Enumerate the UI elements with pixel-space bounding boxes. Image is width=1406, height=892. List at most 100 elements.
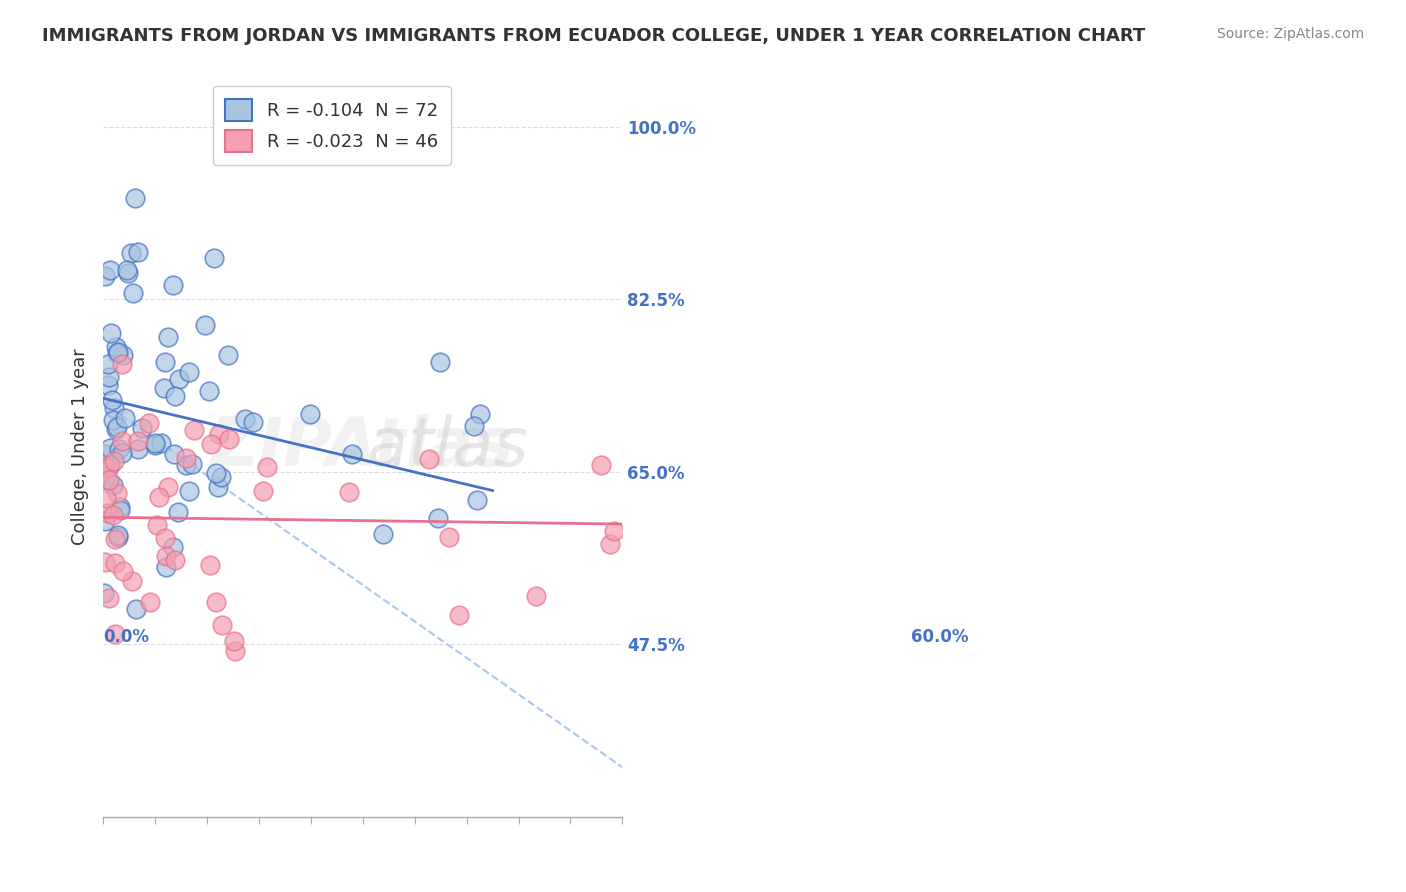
Point xyxy=(603,524,626,539)
Point xyxy=(205,595,228,609)
Point xyxy=(207,480,229,494)
Point xyxy=(183,423,205,437)
Point xyxy=(152,381,174,395)
Point xyxy=(447,607,470,622)
Point xyxy=(150,436,173,450)
Text: atlas: atlas xyxy=(198,414,527,480)
Point xyxy=(252,484,274,499)
Point xyxy=(100,326,122,340)
Point xyxy=(120,246,142,260)
Point xyxy=(156,330,179,344)
Point xyxy=(163,552,186,566)
Point xyxy=(439,530,461,544)
Point xyxy=(98,473,121,487)
Text: 60.0%: 60.0% xyxy=(911,628,969,646)
Point xyxy=(242,415,264,429)
Point xyxy=(104,556,127,570)
Point xyxy=(167,504,190,518)
Point xyxy=(256,459,278,474)
Point xyxy=(180,457,202,471)
Point xyxy=(103,453,125,467)
Point xyxy=(105,419,128,434)
Point xyxy=(337,484,360,499)
Point xyxy=(108,500,131,514)
Point xyxy=(93,268,115,283)
Point xyxy=(157,480,180,494)
Point xyxy=(97,370,120,384)
Point xyxy=(122,286,145,301)
Point xyxy=(111,357,134,371)
Point xyxy=(209,469,232,483)
Point xyxy=(148,491,170,505)
Point xyxy=(94,491,117,505)
Point xyxy=(117,266,139,280)
Point xyxy=(105,339,128,353)
Point xyxy=(208,427,231,442)
Point xyxy=(465,493,488,508)
Point xyxy=(127,434,149,448)
Point xyxy=(94,447,117,461)
Point xyxy=(224,644,246,658)
Point xyxy=(426,511,449,525)
Point xyxy=(101,393,124,408)
Point xyxy=(202,252,225,266)
Point xyxy=(127,442,149,457)
Text: IMMIGRANTS FROM JORDAN VS IMMIGRANTS FROM ECUADOR COLLEGE, UNDER 1 YEAR CORRELAT: IMMIGRANTS FROM JORDAN VS IMMIGRANTS FRO… xyxy=(42,27,1146,45)
Point xyxy=(97,460,120,475)
Point xyxy=(127,245,149,260)
Point xyxy=(124,191,146,205)
Point xyxy=(198,558,221,572)
Point xyxy=(429,355,451,369)
Point xyxy=(93,514,115,528)
Point xyxy=(218,433,240,447)
Point xyxy=(197,384,219,399)
Point xyxy=(107,345,129,359)
Point xyxy=(418,451,440,466)
Point xyxy=(107,530,129,544)
Point xyxy=(104,533,127,547)
Point xyxy=(131,420,153,434)
Point xyxy=(371,527,394,541)
Point xyxy=(104,627,127,641)
Y-axis label: College, Under 1 year: College, Under 1 year xyxy=(72,349,89,545)
Point xyxy=(108,442,131,456)
Point xyxy=(107,528,129,542)
Point xyxy=(205,466,228,480)
Point xyxy=(111,434,134,448)
Point xyxy=(163,389,186,403)
Point xyxy=(97,506,120,520)
Text: ZIPAtlas: ZIPAtlas xyxy=(211,414,515,480)
Point xyxy=(105,346,128,360)
Point xyxy=(200,437,222,451)
Text: Source: ZipAtlas.com: Source: ZipAtlas.com xyxy=(1216,27,1364,41)
Point xyxy=(524,589,547,603)
Point xyxy=(146,518,169,533)
Point xyxy=(93,586,115,600)
Point xyxy=(101,508,124,523)
Point xyxy=(599,537,621,551)
Point xyxy=(143,436,166,450)
Point xyxy=(96,469,118,483)
Point xyxy=(177,365,200,379)
Point xyxy=(163,447,186,461)
Point xyxy=(97,378,120,392)
Point xyxy=(110,503,132,517)
Point xyxy=(340,447,363,461)
Point xyxy=(101,478,124,492)
Legend: R = -0.104  N = 72, R = -0.023  N = 46: R = -0.104 N = 72, R = -0.023 N = 46 xyxy=(212,87,450,165)
Point xyxy=(143,437,166,451)
Point xyxy=(177,484,200,499)
Text: 0.0%: 0.0% xyxy=(103,628,149,646)
Point xyxy=(98,458,121,472)
Point xyxy=(162,278,184,293)
Point xyxy=(110,446,132,460)
Point xyxy=(591,458,613,472)
Point xyxy=(114,410,136,425)
Point xyxy=(94,555,117,569)
Point xyxy=(470,407,492,421)
Point xyxy=(153,355,176,369)
Point xyxy=(224,634,246,648)
Point xyxy=(155,560,177,574)
Point xyxy=(125,602,148,616)
Point xyxy=(155,532,177,546)
